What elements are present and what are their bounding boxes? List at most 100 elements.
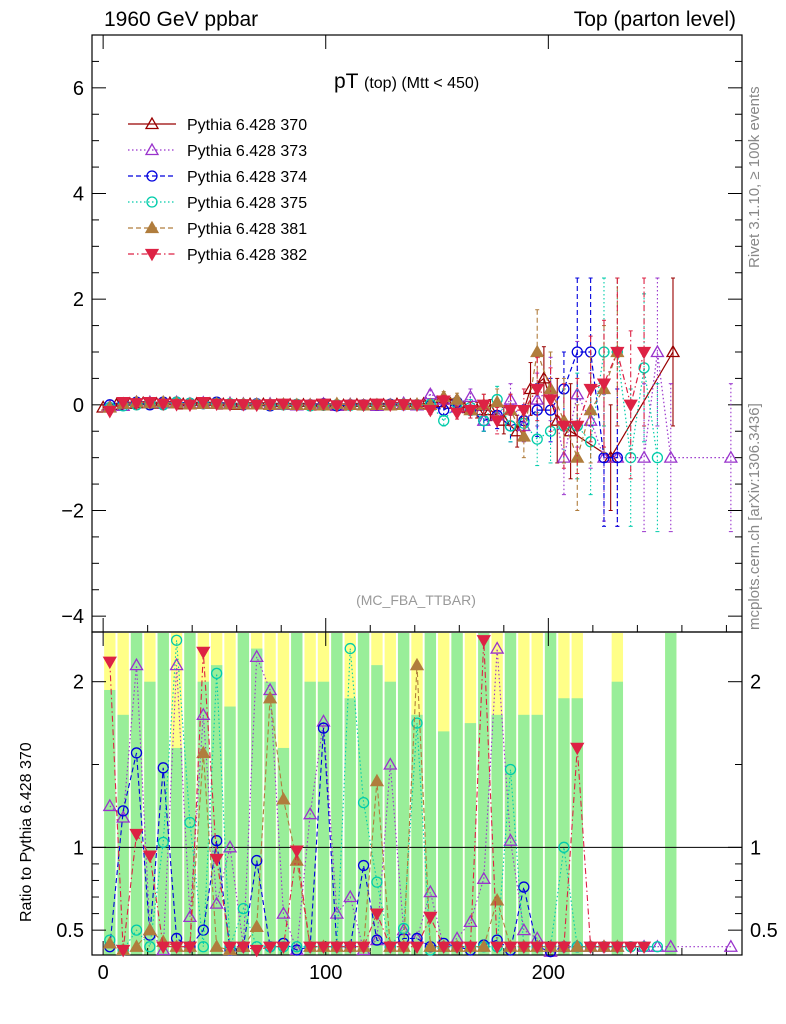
ratio-panel-series — [102, 634, 738, 958]
marker-triangle-up — [543, 381, 558, 395]
marker-circle — [130, 924, 143, 936]
marker-triangle-down — [383, 399, 398, 413]
marker-triangle-up — [570, 939, 585, 952]
marker-triangle-up — [249, 919, 264, 932]
ratio-band-green — [277, 747, 290, 955]
marker-triangle-up — [476, 871, 491, 884]
marker-triangle-down — [423, 404, 438, 418]
marker-triangle-down — [169, 941, 184, 955]
marker-circle — [317, 722, 330, 734]
ratio-band-green — [491, 714, 503, 955]
ratio-band-green — [464, 723, 477, 955]
marker-triangle-down — [249, 399, 264, 413]
marker-triangle-down — [570, 420, 585, 434]
y-tick-label: −2 — [61, 500, 84, 522]
marker-triangle-down — [596, 378, 612, 392]
rivet-version-label: Rivet 3.1.10, ≥ 100k events — [746, 86, 763, 268]
marker-triangle-down — [236, 399, 251, 412]
marker-triangle-up — [182, 909, 198, 923]
marker-triangle-down — [129, 828, 144, 842]
plot-subtitle: (top) (Mtt < 450) — [364, 75, 479, 92]
ratio-uncertainty-bands — [104, 633, 677, 955]
marker-triangle-up — [369, 773, 385, 787]
marker-triangle-down — [490, 941, 505, 955]
marker-circle — [197, 941, 209, 953]
marker-circle — [344, 642, 356, 655]
ratio-tick-label: 1 — [73, 837, 84, 859]
ratio-band-green — [504, 633, 517, 955]
legend-label-0: Pythia 6.428 370 — [187, 117, 307, 134]
marker-triangle-down — [449, 941, 465, 955]
marker-circle — [197, 924, 209, 936]
series-4-line — [109, 351, 618, 460]
marker-triangle-up — [196, 707, 211, 720]
marker-triangle-down — [476, 399, 491, 413]
marker-triangle-down — [209, 398, 224, 412]
ratio-band-green — [291, 633, 303, 955]
marker-triangle-up — [129, 939, 144, 952]
y-tick-label: 2 — [73, 289, 84, 311]
ratio-tick-label: 0.5 — [56, 920, 84, 942]
marker-circle — [357, 859, 370, 872]
marker-triangle-down — [303, 399, 318, 413]
marker-triangle-up — [490, 893, 505, 906]
marker-triangle-down — [329, 400, 344, 413]
ratio-band-green — [184, 633, 196, 955]
marker-triangle-down — [383, 941, 398, 955]
marker-triangle-down — [289, 845, 304, 858]
marker-circle — [211, 835, 223, 847]
series-4-main — [102, 277, 625, 511]
marker-circle — [170, 634, 183, 646]
marker-triangle-down — [182, 941, 198, 955]
marker-circle — [571, 346, 583, 358]
marker-triangle-down — [102, 656, 117, 670]
marker-triangle-up — [343, 889, 358, 903]
marker-triangle-down — [209, 853, 224, 867]
marker-triangle-down — [409, 399, 425, 413]
marker-triangle-up — [102, 798, 117, 812]
legend-label-1: Pythia 6.428 373 — [187, 143, 307, 160]
marker-circle — [651, 941, 664, 953]
marker-triangle-up — [289, 853, 304, 866]
marker-triangle-down — [222, 399, 238, 412]
observable-label: Top (parton level) — [573, 8, 736, 31]
beam-energy-label: 1960 GeV ppbar — [104, 8, 259, 31]
marker-triangle-down — [436, 941, 451, 955]
marker-triangle-down — [343, 399, 358, 413]
marker-circle — [518, 881, 530, 893]
ratio-tick-label: 0.5 — [750, 920, 778, 942]
mcplots-label: mcplots.cern.ch [arXiv:1306.3436] — [746, 403, 763, 630]
marker-triangle-down — [636, 941, 652, 955]
marker-triangle-down — [236, 941, 251, 955]
ratio-band-green — [371, 665, 383, 955]
marker-triangle-up — [463, 914, 478, 928]
marker-triangle-down — [276, 941, 291, 955]
ratio-tick-label: 2 — [73, 672, 84, 694]
marker-triangle-down — [369, 398, 385, 412]
marker-triangle-down — [543, 941, 558, 955]
marker-triangle-down — [476, 635, 491, 648]
legend: Pythia 6.428 370 Pythia 6.428 373 Pythia 6… — [128, 116, 307, 264]
marker-circle — [558, 841, 570, 853]
marker-triangle-up — [222, 840, 238, 853]
marker-triangle-down — [583, 383, 598, 397]
marker-triangle-down — [116, 397, 131, 410]
marker-triangle-down — [343, 941, 358, 955]
marker-triangle-down — [516, 941, 531, 955]
marker-triangle-down — [196, 646, 211, 660]
marker-triangle-down — [610, 346, 625, 360]
ratio-band-green — [317, 681, 330, 955]
marker-circle — [371, 934, 383, 946]
marker-triangle-down — [316, 398, 331, 412]
ratio-band-green — [157, 633, 169, 955]
marker-circle — [157, 836, 169, 849]
ratio-band-green — [665, 633, 677, 955]
legend-label-4: Pythia 6.428 381 — [187, 221, 307, 238]
marker-triangle-down — [182, 399, 198, 413]
marker-triangle-down — [409, 941, 425, 955]
legend-label-2: Pythia 6.428 374 — [187, 169, 307, 186]
x-tick-label: 200 — [532, 962, 565, 984]
marker-triangle-down — [610, 941, 625, 955]
marker-triangle-up — [665, 344, 681, 358]
y-tick-label: 4 — [73, 183, 84, 205]
